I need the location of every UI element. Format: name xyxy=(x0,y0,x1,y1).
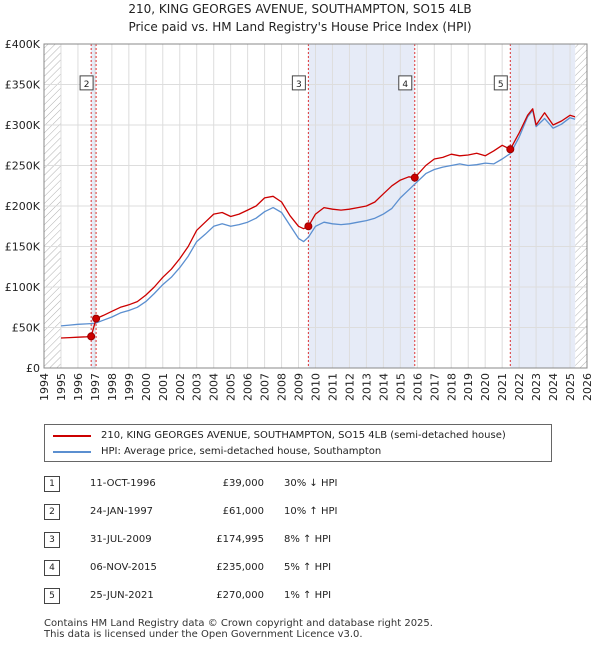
x-tick-label: 2022 xyxy=(513,373,526,401)
sale-marker-3 xyxy=(304,222,313,231)
sale-date: 24-JAN-1997 xyxy=(90,506,154,517)
sale-price: £39,000 xyxy=(222,478,264,489)
chart-title: 210, KING GEORGES AVENUE, SOUTHAMPTON, S… xyxy=(128,2,472,16)
x-tick-label: 1999 xyxy=(123,373,136,401)
y-tick-label: £200K xyxy=(5,200,41,213)
sale-box-label-4: 4 xyxy=(402,80,408,90)
x-tick-label: 2000 xyxy=(140,373,153,401)
sale-number: 2 xyxy=(44,504,60,520)
x-tick-label: 2018 xyxy=(445,373,458,401)
x-tick-label: 2016 xyxy=(411,373,424,401)
series-line-property xyxy=(60,108,576,339)
x-tick-label: 2014 xyxy=(377,373,390,401)
x-tick-label: 2007 xyxy=(259,373,272,401)
x-tick-label: 1994 xyxy=(38,373,51,401)
sale-box-label-2: 2 xyxy=(84,80,90,90)
sales-table: 1 11-OCT-1996 £39,000 30% ↓ HPI 2 24-JAN… xyxy=(44,472,564,612)
sale-row-3: 3 31-JUL-2009 £174,995 8% ↑ HPI xyxy=(44,528,564,556)
sale-box-3 xyxy=(291,75,306,91)
sale-box-5 xyxy=(493,75,508,91)
x-tick-label: 2024 xyxy=(547,373,560,401)
legend: 210, KING GEORGES AVENUE, SOUTHAMPTON, S… xyxy=(44,424,552,462)
x-tick-label: 2021 xyxy=(496,373,509,401)
x-tick-label: 2006 xyxy=(242,373,255,401)
sale-row-1: 1 11-OCT-1996 £39,000 30% ↓ HPI xyxy=(44,472,564,500)
sale-box-4 xyxy=(398,75,413,91)
x-tick-label: 2023 xyxy=(530,373,543,401)
price-chart: £0 £50K £100K £150K £200K £250K £300K £350K £400… xyxy=(5,38,594,401)
sale-row-5: 5 25-JUN-2021 £270,000 1% ↑ HPI xyxy=(44,584,564,612)
x-tick-label: 2011 xyxy=(326,373,339,401)
x-tick-label: 1998 xyxy=(106,373,119,401)
sale-price: £235,000 xyxy=(216,562,264,573)
x-tick-label: 1996 xyxy=(72,373,85,401)
sale-hpi-diff: 30% ↓ HPI xyxy=(284,478,338,489)
x-tick-label: 2001 xyxy=(157,373,170,401)
plot-frame xyxy=(43,43,588,369)
sale-marker-5 xyxy=(506,145,515,154)
x-tick-label: 2012 xyxy=(343,373,356,401)
sale-marker-4 xyxy=(410,173,419,182)
sale-number: 5 xyxy=(44,588,60,604)
legend-swatch-hpi xyxy=(53,451,91,453)
y-tick-label: £250K xyxy=(5,160,41,173)
y-tick-label: £400K xyxy=(5,38,41,51)
sale-date: 25-JUN-2021 xyxy=(90,590,154,601)
x-tick-label: 2019 xyxy=(462,373,475,401)
x-tick-label: 2020 xyxy=(479,373,492,401)
footer: Contains HM Land Registry data © Crown c… xyxy=(44,618,433,640)
sale-price: £174,995 xyxy=(216,534,264,545)
x-tick-label: 2013 xyxy=(360,373,373,401)
sale-row-2: 2 24-JAN-1997 £61,000 10% ↑ HPI xyxy=(44,500,564,528)
y-tick-label: £350K xyxy=(5,79,41,92)
chart-subtitle: Price paid vs. HM Land Registry's House … xyxy=(128,20,472,34)
legend-swatch-property xyxy=(53,435,91,437)
x-tick-label: 2005 xyxy=(225,373,238,401)
x-tick-label: 2003 xyxy=(191,373,204,401)
sale-number: 4 xyxy=(44,560,60,576)
sale-box-2 xyxy=(79,75,94,91)
sale-number: 3 xyxy=(44,532,60,548)
sale-number: 1 xyxy=(44,476,60,492)
x-tick-label: 1995 xyxy=(55,373,68,401)
sale-box-label-3: 3 xyxy=(296,80,302,90)
y-tick-label: £100K xyxy=(5,281,41,294)
x-tick-label: 2009 xyxy=(293,373,306,401)
sale-hpi-diff: 1% ↑ HPI xyxy=(284,590,332,601)
sale-hpi-diff: 10% ↑ HPI xyxy=(284,506,338,517)
x-tick-label: 2017 xyxy=(428,373,441,401)
sale-hpi-diff: 8% ↑ HPI xyxy=(284,534,332,545)
x-tick-label: 2026 xyxy=(581,373,594,401)
sale-price: £270,000 xyxy=(216,590,264,601)
legend-label-property: 210, KING GEORGES AVENUE, SOUTHAMPTON, S… xyxy=(101,430,506,441)
sale-date: 06-NOV-2015 xyxy=(90,562,157,573)
sale-box-label-5: 5 xyxy=(498,80,504,90)
y-tick-label: £300K xyxy=(5,119,41,132)
series-line-hpi xyxy=(60,109,576,327)
x-tick-label: 1997 xyxy=(89,373,102,401)
x-tick-label: 2008 xyxy=(276,373,289,401)
sale-marker-1 xyxy=(87,332,96,341)
x-tick-label: 2010 xyxy=(310,373,323,401)
sale-date: 31-JUL-2009 xyxy=(90,534,152,545)
y-tick-label: £50K xyxy=(12,322,41,335)
x-tick-label: 2004 xyxy=(208,373,221,401)
sale-date: 11-OCT-1996 xyxy=(90,478,156,489)
sale-price: £61,000 xyxy=(222,506,264,517)
x-tick-label: 2002 xyxy=(174,373,187,401)
sale-hpi-diff: 5% ↑ HPI xyxy=(284,562,332,573)
footer-copyright: Contains HM Land Registry data © Crown c… xyxy=(44,618,433,629)
x-tick-label: 2015 xyxy=(394,373,407,401)
footer-licence: This data is licensed under the Open Gov… xyxy=(44,629,363,640)
y-tick-label: £0 xyxy=(26,362,40,375)
y-tick-label: £150K xyxy=(5,241,41,254)
x-tick-label: 2025 xyxy=(564,373,577,401)
sale-row-4: 4 06-NOV-2015 £235,000 5% ↑ HPI xyxy=(44,556,564,584)
legend-label-hpi: HPI: Average price, semi-detached house,… xyxy=(101,446,382,457)
sale-marker-2 xyxy=(92,314,101,323)
